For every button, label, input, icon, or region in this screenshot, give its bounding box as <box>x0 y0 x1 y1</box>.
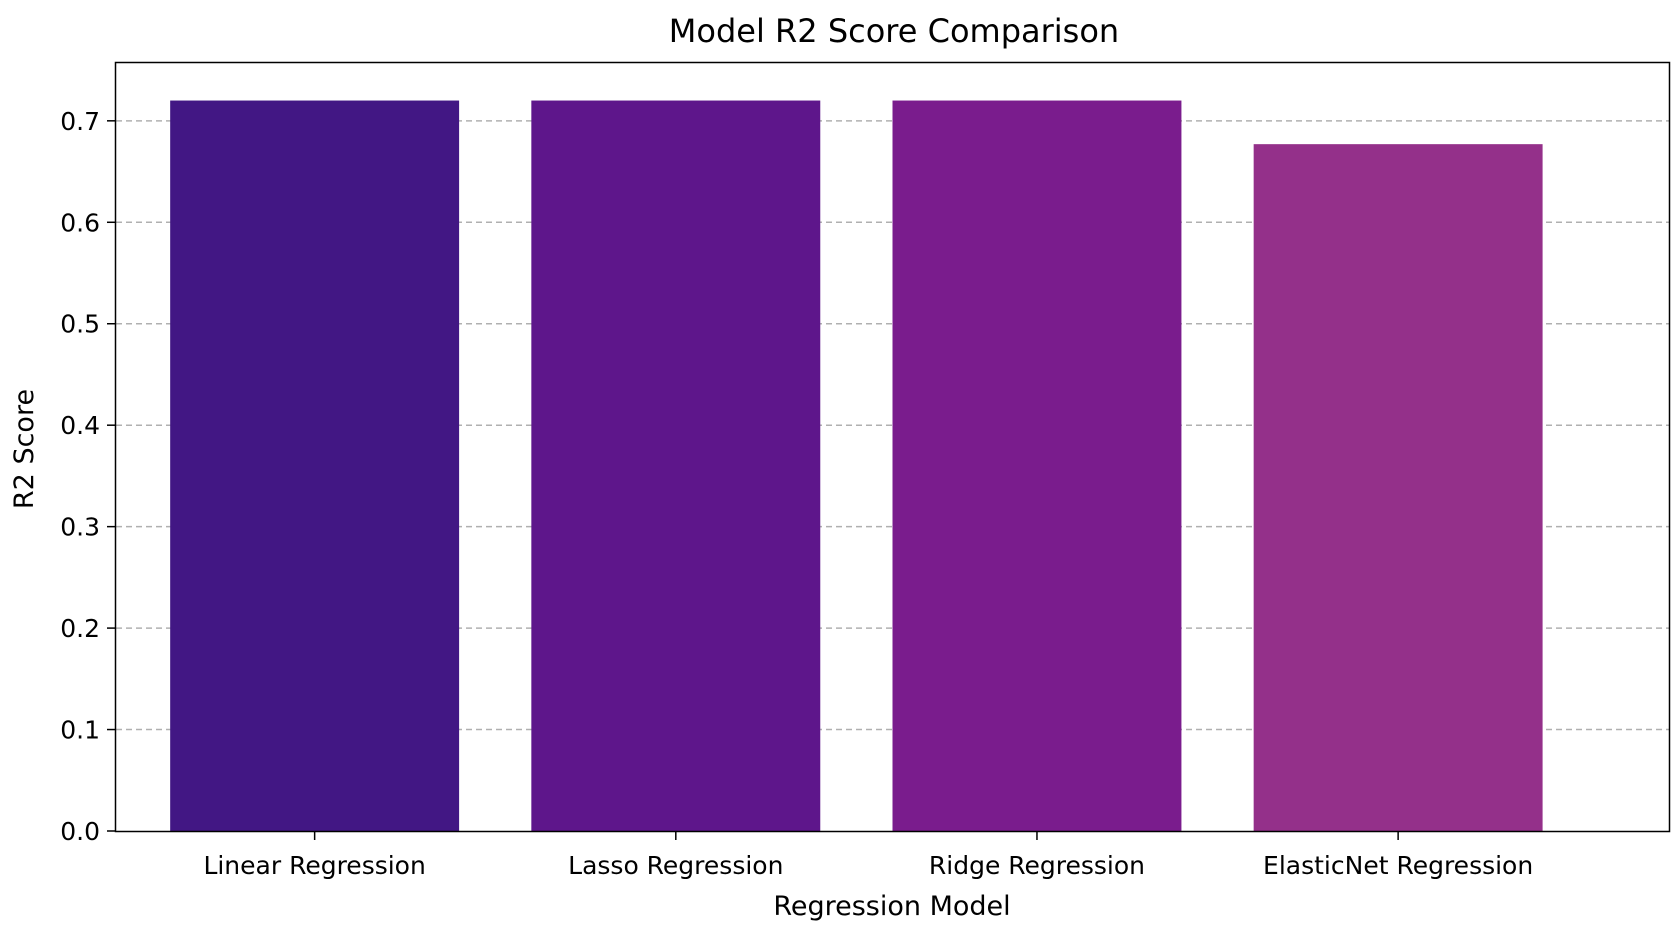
bar-elasticnet-regression <box>1253 144 1543 832</box>
y-tick-label: 0.2 <box>60 614 100 643</box>
x-tick-label: Linear Regression <box>203 851 425 880</box>
x-tick-label: ElasticNet Regression <box>1263 851 1533 880</box>
y-tick-label: 0.5 <box>60 310 100 339</box>
y-tick-label: 0.1 <box>60 716 100 745</box>
bars <box>170 100 1543 832</box>
x-axis-label: Regression Model <box>773 891 1010 922</box>
y-tick-label: 0.4 <box>60 411 100 440</box>
y-tick-label: 0.3 <box>60 513 100 542</box>
plot-frame <box>114 61 1671 833</box>
y-axis-label: R2 Score <box>9 389 40 509</box>
y-tick-label: 0.0 <box>60 817 100 846</box>
y-axis: 0.0 0.1 0.2 0.3 0.4 0.5 0.6 0.7 <box>60 107 116 846</box>
chart-title: Model R2 Score Comparison <box>669 12 1119 50</box>
bar-linear-regression <box>170 100 460 831</box>
y-tick-label: 0.6 <box>60 208 100 237</box>
bar-lasso-regression <box>531 100 821 831</box>
bar-ridge-regression <box>892 100 1182 831</box>
x-tick-label: Ridge Regression <box>929 851 1145 880</box>
x-tick-label: Lasso Regression <box>568 851 783 880</box>
x-axis: Linear Regression Lasso Regression Ridge R… <box>203 831 1533 880</box>
y-tick-label: 0.7 <box>60 107 100 136</box>
